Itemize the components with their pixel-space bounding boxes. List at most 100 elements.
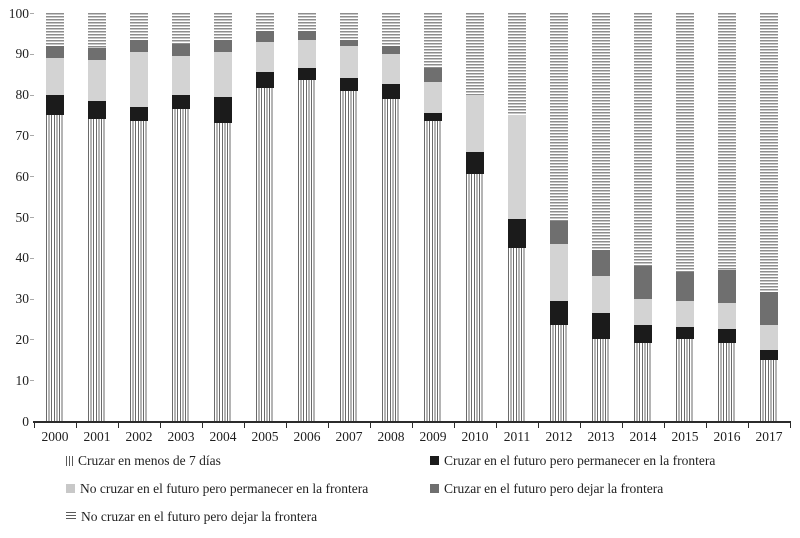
bar-segment-no_cruzar_futuro_dejar xyxy=(424,13,442,68)
bar-2003 xyxy=(172,13,190,421)
y-tick-mark xyxy=(30,13,34,14)
x-tick-label-2013: 2013 xyxy=(587,429,615,444)
bar-segment-cruzar_menos_7_dias xyxy=(88,119,106,421)
bar-segment-no_cruzar_futuro_permanecer xyxy=(508,115,526,219)
legend-label: Cruzar en el futuro pero dejar la fronte… xyxy=(444,481,664,496)
y-tick-mark xyxy=(30,380,34,382)
x-tick-mark xyxy=(34,421,35,428)
x-tick-mark xyxy=(538,421,539,428)
bar-segment-cruzar_futuro_dejar xyxy=(634,266,652,299)
x-tick-mark xyxy=(496,421,497,428)
bar-segment-no_cruzar_futuro_permanecer xyxy=(172,56,190,95)
y-tick-mark xyxy=(30,53,34,55)
bar-segment-no_cruzar_futuro_permanecer xyxy=(382,54,400,84)
black-swatch-icon xyxy=(430,456,439,465)
bar-segment-no_cruzar_futuro_permanecer xyxy=(298,40,316,68)
y-tick-label: 60 xyxy=(15,168,30,184)
bar-segment-no_cruzar_futuro_dejar xyxy=(718,13,736,270)
bar-segment-cruzar_menos_7_dias xyxy=(508,248,526,421)
x-tick-label-2006: 2006 xyxy=(293,429,321,444)
bar-2016 xyxy=(718,13,736,421)
y-tick-label: 50 xyxy=(15,209,30,225)
bar-segment-no_cruzar_futuro_permanecer xyxy=(214,52,232,97)
bar-2012 xyxy=(550,13,568,421)
y-tick-mark xyxy=(30,257,34,259)
bar-segment-cruzar_futuro_permanecer xyxy=(424,113,442,121)
y-tick-label: 0 xyxy=(22,413,29,429)
bar-segment-cruzar_menos_7_dias xyxy=(382,99,400,421)
legend-item-no-cruzar-futuro-permanecer: No cruzar en el futuro pero permanecer e… xyxy=(66,480,430,497)
bar-2009 xyxy=(424,13,442,421)
x-tick-label-2012: 2012 xyxy=(545,429,573,444)
bar-segment-cruzar_menos_7_dias xyxy=(592,339,610,421)
bar-2013 xyxy=(592,13,610,421)
bar-segment-cruzar_menos_7_dias xyxy=(550,325,568,421)
legend-label: Cruzar en el futuro pero permanecer en l… xyxy=(444,453,716,468)
y-tick-mark xyxy=(30,176,34,178)
x-tick-label-2010: 2010 xyxy=(461,429,489,444)
bar-segment-no_cruzar_futuro_permanecer xyxy=(676,301,694,327)
bar-2001 xyxy=(88,13,106,421)
bar-segment-cruzar_futuro_permanecer xyxy=(172,95,190,109)
bar-segment-cruzar_futuro_permanecer xyxy=(340,78,358,91)
bar-segment-no_cruzar_futuro_dejar xyxy=(46,13,64,46)
bar-segment-no_cruzar_futuro_permanecer xyxy=(130,52,148,107)
x-tick-mark xyxy=(790,421,791,428)
bar-2005 xyxy=(256,13,274,421)
bar-segment-cruzar_menos_7_dias xyxy=(256,88,274,421)
bar-segment-cruzar_futuro_permanecer xyxy=(382,84,400,99)
bar-segment-cruzar_futuro_dejar xyxy=(382,46,400,54)
y-tick-mark xyxy=(30,339,34,341)
bar-segment-cruzar_menos_7_dias xyxy=(214,123,232,421)
bar-segment-cruzar_futuro_dejar xyxy=(760,292,778,325)
x-tick-label-2011: 2011 xyxy=(503,429,531,444)
x-tick-label-2001: 2001 xyxy=(83,429,111,444)
bar-segment-no_cruzar_futuro_dejar xyxy=(592,13,610,250)
bar-segment-cruzar_futuro_dejar xyxy=(46,46,64,58)
bar-segment-no_cruzar_futuro_permanecer xyxy=(46,58,64,95)
bar-segment-cruzar_futuro_permanecer xyxy=(718,329,736,343)
bar-2006 xyxy=(298,13,316,421)
bar-segment-no_cruzar_futuro_permanecer xyxy=(718,303,736,329)
x-tick-label-2016: 2016 xyxy=(713,429,741,444)
x-tick-label-2008: 2008 xyxy=(377,429,405,444)
bar-2011 xyxy=(508,13,526,421)
x-tick-mark xyxy=(370,421,371,428)
dark-gray-swatch-icon xyxy=(430,484,439,493)
bar-segment-cruzar_menos_7_dias xyxy=(760,360,778,421)
bar-2000 xyxy=(46,13,64,421)
legend-label: Cruzar en menos de 7 días xyxy=(78,453,221,468)
bar-segment-cruzar_futuro_dejar xyxy=(130,40,148,52)
bar-segment-cruzar_futuro_dejar xyxy=(592,250,610,276)
x-tick-label-2014: 2014 xyxy=(629,429,657,444)
bar-segment-no_cruzar_futuro_dejar xyxy=(214,13,232,40)
bar-segment-no_cruzar_futuro_dejar xyxy=(130,13,148,40)
bar-segment-cruzar_futuro_dejar xyxy=(256,31,274,42)
bar-segment-no_cruzar_futuro_dejar xyxy=(172,13,190,44)
x-tick-mark xyxy=(244,421,245,428)
x-tick-mark xyxy=(328,421,329,428)
x-tick-label-2002: 2002 xyxy=(125,429,153,444)
bar-segment-no_cruzar_futuro_dejar xyxy=(382,13,400,46)
bar-segment-no_cruzar_futuro_permanecer xyxy=(340,46,358,78)
bar-segment-no_cruzar_futuro_dejar xyxy=(550,13,568,221)
bar-segment-cruzar_futuro_permanecer xyxy=(508,219,526,248)
x-tick-label-2000: 2000 xyxy=(41,429,69,444)
x-tick-label-2015: 2015 xyxy=(671,429,699,444)
legend-item-no-cruzar-futuro-dejar: No cruzar en el futuro pero dejar la fro… xyxy=(66,508,430,525)
bar-segment-cruzar_futuro_dejar xyxy=(676,272,694,301)
x-tick-label-2007: 2007 xyxy=(335,429,363,444)
bar-2015 xyxy=(676,13,694,421)
y-tick-mark xyxy=(30,217,34,218)
x-tick-label-2017: 2017 xyxy=(755,429,783,444)
x-tick-mark xyxy=(454,421,455,428)
y-tick-label: 100 xyxy=(8,5,29,21)
x-tick-mark xyxy=(706,421,707,428)
y-tick-mark xyxy=(30,94,34,96)
bar-segment-no_cruzar_futuro_dejar xyxy=(466,13,484,95)
bar-segment-cruzar_futuro_permanecer xyxy=(592,313,610,339)
bar-2002 xyxy=(130,13,148,421)
bar-segment-no_cruzar_futuro_permanecer xyxy=(592,276,610,313)
bar-segment-cruzar_futuro_dejar xyxy=(424,68,442,82)
